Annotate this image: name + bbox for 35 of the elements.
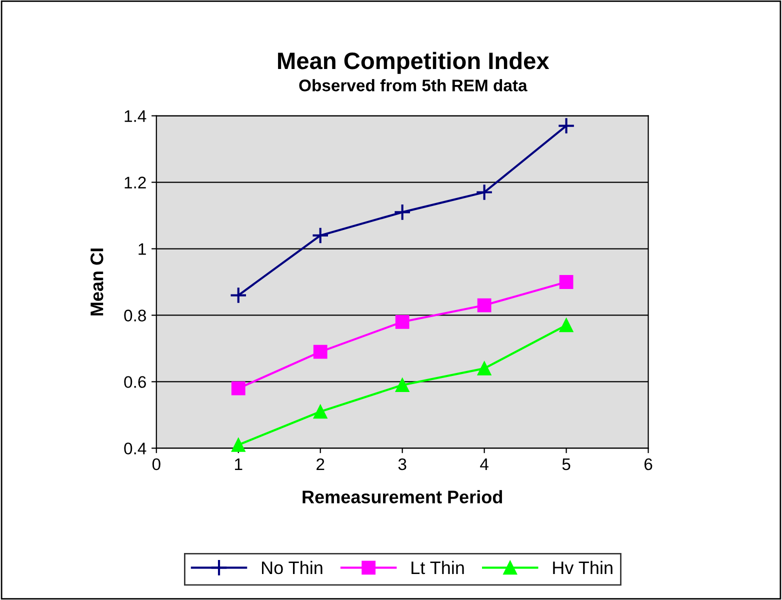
y-tick-label: 0.6 — [124, 376, 146, 388]
y-tick-label: 0.4 — [124, 442, 146, 454]
point — [559, 318, 574, 332]
y-tick-label: 1.2 — [124, 176, 146, 188]
point — [394, 204, 412, 221]
point — [395, 314, 410, 329]
x-tick-label: 3 — [398, 458, 406, 470]
x-tick-label: 0 — [152, 458, 160, 470]
y-tick-label: 1 — [138, 243, 146, 255]
x-axis-title: Remeasurement Period — [302, 490, 502, 504]
point — [231, 381, 246, 396]
point — [476, 184, 493, 201]
point — [313, 404, 328, 419]
legend-label: No Thin — [262, 560, 322, 574]
y-tick-label: 0.8 — [124, 310, 146, 322]
point — [230, 286, 248, 304]
x-tick-label: 4 — [480, 458, 488, 470]
x-tick-label: 2 — [316, 458, 324, 470]
point — [231, 438, 246, 452]
point — [477, 361, 492, 376]
legend-label: Lt Thin — [412, 560, 464, 574]
x-tick-label: 6 — [644, 458, 652, 470]
y-axis-title: Mean CI — [90, 248, 104, 316]
point — [395, 378, 410, 392]
point — [559, 275, 574, 289]
point — [312, 226, 330, 244]
y-tick-label: 1.4 — [124, 110, 146, 122]
point — [313, 344, 328, 359]
point — [558, 117, 575, 134]
point — [477, 298, 492, 312]
legend-label: Hv Thin — [553, 560, 612, 574]
x-tick-label: 1 — [235, 458, 242, 470]
chart-subtitle: Observed from 5th REM data — [299, 79, 528, 92]
x-tick-label: 5 — [562, 458, 570, 470]
chart-title: Mean Competition Index — [278, 52, 550, 74]
